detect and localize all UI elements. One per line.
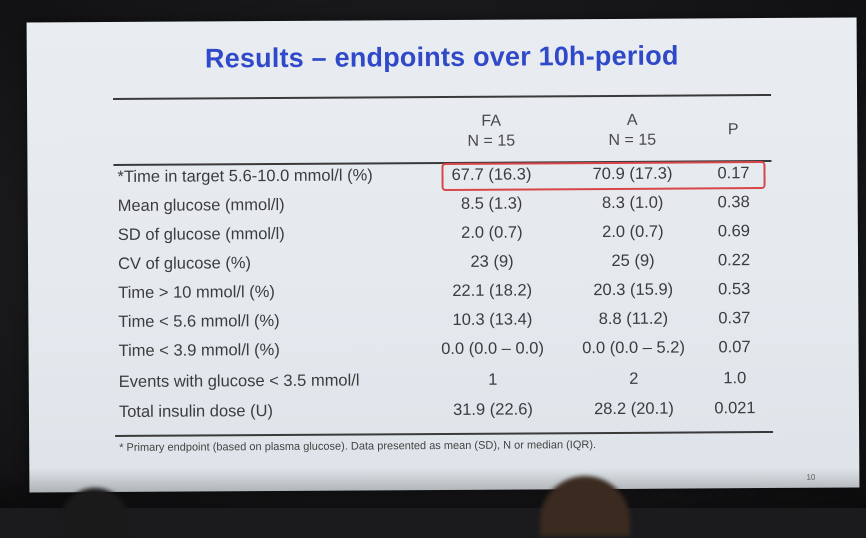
table-row: Time < 5.6 mmol/l (%) 10.3 (13.4) 8.8 (1… bbox=[114, 306, 772, 338]
row-value-p: 0.53 bbox=[718, 280, 751, 299]
row-value-a: 28.2 (20.1) bbox=[593, 399, 674, 419]
row-value-fa: 31.9 (22.6) bbox=[452, 400, 533, 419]
column-header-fa: FA N = 15 bbox=[431, 111, 551, 152]
row-value-fa: 22.1 (18.2) bbox=[452, 281, 533, 300]
table-top-rule bbox=[113, 93, 772, 101]
column-header-p: P bbox=[727, 121, 739, 139]
primary-endpoint-highlight-box bbox=[441, 161, 766, 192]
column-header-a: A N = 15 bbox=[567, 110, 697, 151]
row-label: Time < 3.9 mmol/l (%) bbox=[118, 340, 280, 360]
row-value-p: 0.021 bbox=[714, 399, 756, 418]
row-value-a: 2.0 (0.7) bbox=[602, 222, 664, 242]
row-label: Time > 10 mmol/l (%) bbox=[118, 283, 275, 302]
row-value-p: 1.0 bbox=[723, 369, 747, 388]
row-label: SD of glucose (mmol/l) bbox=[117, 224, 285, 244]
column-header-fa-n: N = 15 bbox=[467, 132, 516, 150]
table-row: Time > 10 mmol/l (%) 22.1 (18.2) 20.3 (1… bbox=[114, 277, 772, 309]
slide: Results – endpoints over 10h-period FA N… bbox=[26, 17, 860, 493]
row-value-fa: 1 bbox=[488, 370, 498, 389]
row-value-a: 25 (9) bbox=[611, 251, 655, 270]
table-row: SD of glucose (mmol/l) 2.0 (0.7) 2.0 (0.… bbox=[114, 219, 772, 251]
row-label: Time < 5.6 mmol/l (%) bbox=[118, 311, 280, 331]
footnote: * Primary endpoint (based on plasma gluc… bbox=[119, 439, 597, 454]
row-value-a: 8.3 (1.0) bbox=[601, 193, 664, 213]
audience-foreground-shadow bbox=[0, 468, 866, 508]
column-header-a-n: N = 15 bbox=[608, 131, 657, 149]
row-value-p: 0.22 bbox=[717, 251, 751, 270]
row-label: *Time in target 5.6-10.0 mmol/l (%) bbox=[117, 166, 373, 186]
row-label: Events with glucose < 3.5 mmol/l bbox=[118, 371, 360, 391]
row-value-a: 2 bbox=[629, 369, 639, 388]
column-header-a-name: A bbox=[626, 111, 638, 129]
row-value-a: 8.8 (11.2) bbox=[598, 309, 669, 329]
row-value-p: 0.07 bbox=[718, 338, 751, 357]
row-value-fa: 10.3 (13.4) bbox=[452, 310, 533, 329]
row-label: CV of glucose (%) bbox=[117, 254, 252, 273]
row-value-p: 0.38 bbox=[717, 193, 750, 212]
column-header-fa-name: FA bbox=[481, 112, 502, 130]
row-value-fa: 2.0 (0.7) bbox=[461, 223, 523, 242]
row-value-a: 20.3 (15.9) bbox=[593, 280, 674, 300]
row-value-fa: 8.5 (1.3) bbox=[460, 194, 523, 213]
row-value-fa: 0.0 (0.0 – 0.0) bbox=[441, 339, 544, 359]
row-value-fa: 23 (9) bbox=[470, 252, 514, 271]
table-bottom-rule bbox=[115, 430, 774, 438]
row-value-a: 0.0 (0.0 – 5.2) bbox=[582, 338, 685, 358]
table-row: Events with glucose < 3.5 mmol/l 1 2 1.0 bbox=[115, 366, 773, 398]
table-row: Time < 3.9 mmol/l (%) 0.0 (0.0 – 0.0) 0.… bbox=[115, 335, 773, 367]
table-row: Mean glucose (mmol/l) 8.5 (1.3) 8.3 (1.0… bbox=[114, 190, 772, 222]
table-row: Total insulin dose (U) 31.9 (22.6) 28.2 … bbox=[115, 396, 773, 428]
table-row: CV of glucose (%) 23 (9) 25 (9) 0.22 bbox=[114, 248, 772, 280]
row-label: Mean glucose (mmol/l) bbox=[117, 195, 285, 215]
row-label: Total insulin dose (U) bbox=[118, 402, 274, 421]
row-value-p: 0.37 bbox=[718, 309, 751, 328]
row-value-p: 0.69 bbox=[717, 222, 750, 241]
slide-title: Results – endpoints over 10h-period bbox=[204, 40, 679, 74]
